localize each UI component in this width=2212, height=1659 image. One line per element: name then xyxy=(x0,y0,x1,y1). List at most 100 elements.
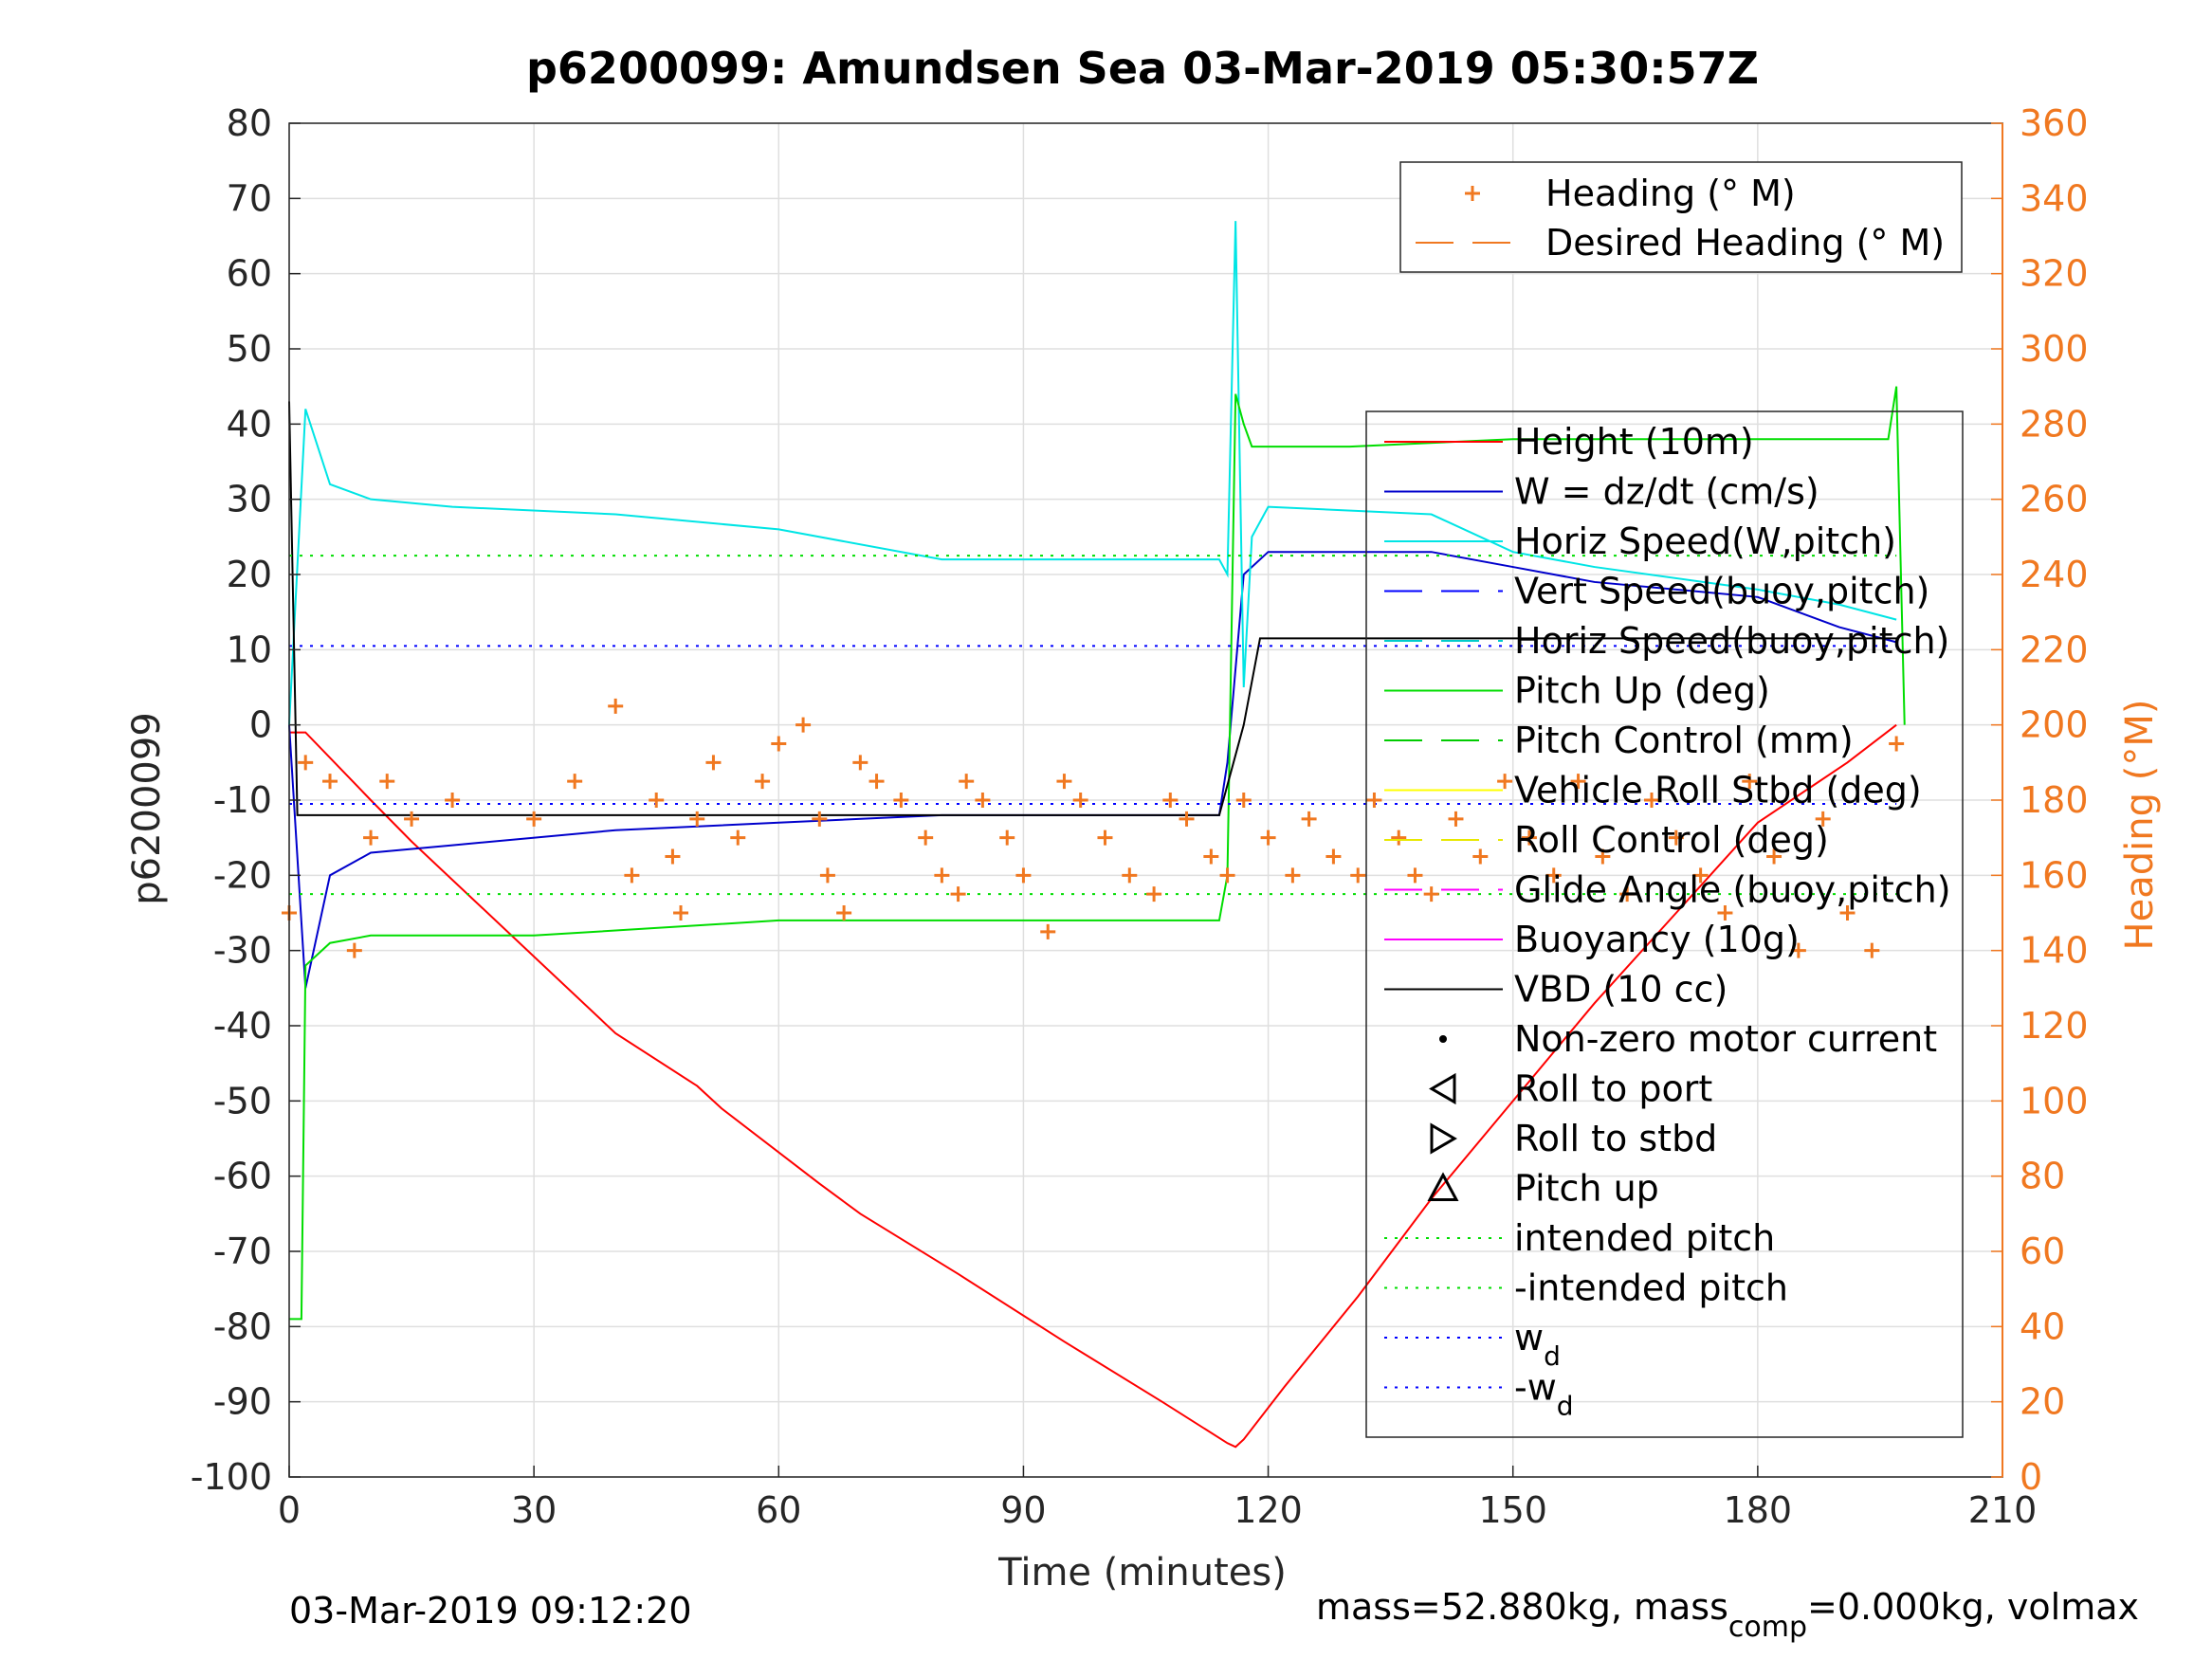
heading-point xyxy=(868,774,885,790)
legend-main-label-18: wd xyxy=(1514,1317,1561,1372)
legend-main-name-2: Horiz Speed(W,pitch) xyxy=(1514,520,1896,562)
heading-point xyxy=(950,886,966,902)
marker-layer xyxy=(282,698,1905,958)
heading-point xyxy=(1497,774,1513,790)
heading-point xyxy=(363,830,379,846)
heading-point xyxy=(298,755,314,771)
series-horiz-speed-w-pitch xyxy=(288,221,1897,725)
heading-point xyxy=(771,736,787,752)
legend-main-label-8: Roll Control (deg) xyxy=(1514,819,1829,861)
x-tick-label-2: 60 xyxy=(756,1489,801,1531)
legend-main-swatch-12 xyxy=(1439,1035,1447,1043)
legend-main-box xyxy=(1365,410,1964,1438)
heading-point xyxy=(665,848,681,865)
legend-main-name-11: VBD (10 cc) xyxy=(1514,969,1728,1011)
y-tick-label-5: 30 xyxy=(227,479,272,520)
legend-main-label-6: Pitch Control (mm) xyxy=(1514,720,1854,761)
footer-mass-sub: comp xyxy=(1728,1611,1807,1644)
legend-main-name-15: Pitch up xyxy=(1514,1168,1659,1210)
heading-point xyxy=(1179,811,1195,827)
y-tick-label-3: 50 xyxy=(227,328,272,370)
y-tick-label-11: -30 xyxy=(213,930,272,972)
y2-tick-label-1: 340 xyxy=(2020,177,2089,219)
legend-main-label-11: VBD (10 cc) xyxy=(1514,969,1728,1011)
y-tick-label-1: 70 xyxy=(227,177,272,219)
x-tick-label-7: 210 xyxy=(1968,1489,2038,1531)
y-tick-label-12: -40 xyxy=(213,1005,272,1047)
heading-point xyxy=(379,774,395,790)
legend-main: Height (10m) W = dz/dt (cm/s) Horiz Speed(… xyxy=(1365,410,1964,1438)
heading-point xyxy=(836,905,852,921)
legend-heading: Heading (° M) Desired Heading (° M) xyxy=(1399,161,1963,273)
legend-main-name-16: intended pitch xyxy=(1514,1217,1775,1259)
x-tick-label-0: 0 xyxy=(278,1489,301,1531)
heading-point xyxy=(1839,905,1856,921)
heading-point xyxy=(1742,774,1758,790)
heading-point xyxy=(1766,848,1782,865)
legend-main-swatch-13 xyxy=(1429,1072,1456,1105)
series-height-10m xyxy=(289,723,1897,1449)
heading-point xyxy=(999,830,1015,846)
axes: 0 30 60 90 120 150 180 21080706050403020100-10-… xyxy=(191,102,2089,1531)
heading-point xyxy=(1301,811,1317,827)
legend-main-name-10: Buoyancy (10g) xyxy=(1514,919,1800,960)
heading-point xyxy=(346,942,362,958)
y-tick-label-8: 0 xyxy=(249,704,272,746)
legend-main-name-17: -intended pitch xyxy=(1514,1267,1788,1309)
heading-point xyxy=(1619,886,1636,902)
y-tick-label-16: -80 xyxy=(213,1305,272,1347)
y-tick-label-2: 60 xyxy=(227,253,272,295)
legend-main-label-13: Roll to port xyxy=(1514,1068,1712,1110)
y2-tick-label-18: 0 xyxy=(2020,1456,2042,1498)
legend-main-label-19: -wd xyxy=(1514,1367,1574,1422)
legend-main-label-4: Horiz Speed(buoy,pitch) xyxy=(1514,620,1949,662)
heading-point xyxy=(1889,736,1905,752)
y2-axis-label: Heading (°M) xyxy=(2118,700,2162,951)
heading-point xyxy=(1448,811,1464,827)
heading-point xyxy=(404,811,420,827)
heading-point xyxy=(1717,905,1733,921)
heading-point xyxy=(1056,774,1072,790)
legend-main-name-14: Roll to stbd xyxy=(1514,1118,1717,1159)
legend-main-name-5: Pitch Up (deg) xyxy=(1514,670,1770,712)
legend-main-label-17: -intended pitch xyxy=(1514,1267,1788,1309)
heading-point xyxy=(1815,811,1831,827)
heading-point xyxy=(975,793,991,808)
heading-point xyxy=(755,774,771,790)
legend-main-name-7: Vehicle Roll Stbd (deg) xyxy=(1514,770,1922,811)
legend-heading-swatch-0 xyxy=(1465,186,1480,201)
y-tick-label-18: -100 xyxy=(191,1456,272,1498)
heading-point xyxy=(1325,848,1342,865)
y2-tick-label-9: 180 xyxy=(2020,779,2089,821)
legend-main-name-8: Roll Control (deg) xyxy=(1514,819,1829,861)
y2-tick-label-0: 360 xyxy=(2020,102,2089,144)
y2-tick-label-14: 80 xyxy=(2020,1156,2065,1197)
heading-point xyxy=(1350,867,1366,884)
heading-point xyxy=(1235,793,1252,808)
legend-main-label-10: Buoyancy (10g) xyxy=(1514,919,1800,960)
y-tick-label-0: 80 xyxy=(227,102,272,144)
heading-point xyxy=(1545,867,1562,884)
heading-point xyxy=(689,811,705,827)
heading-point xyxy=(322,774,338,790)
heading-point xyxy=(1072,793,1088,808)
heading-point xyxy=(893,793,909,808)
heading-point xyxy=(1692,867,1709,884)
heading-point xyxy=(1423,886,1439,902)
legend-main-name-4: Horiz Speed(buoy,pitch) xyxy=(1514,620,1949,662)
heading-point xyxy=(608,698,624,714)
heading-point xyxy=(649,793,665,808)
y-tick-label-6: 20 xyxy=(227,554,272,595)
legend-main-label-0: Height (10m) xyxy=(1514,421,1754,463)
heading-point xyxy=(1668,830,1684,846)
footer-mass: mass=52.880kg, masscomp=0.000kg, volmax xyxy=(1316,1586,2139,1644)
y-tick-label-15: -70 xyxy=(213,1231,272,1272)
legend-main-name-9: Glide Angle (buoy,pitch) xyxy=(1514,869,1951,911)
legend-main-label-14: Roll to stbd xyxy=(1514,1118,1717,1159)
legend-main-name-19: -w xyxy=(1514,1367,1557,1409)
heading-point xyxy=(1570,774,1586,790)
x-tick-label-3: 90 xyxy=(1000,1489,1046,1531)
heading-point xyxy=(1407,867,1423,884)
legend-main-name-13: Roll to port xyxy=(1514,1068,1712,1110)
